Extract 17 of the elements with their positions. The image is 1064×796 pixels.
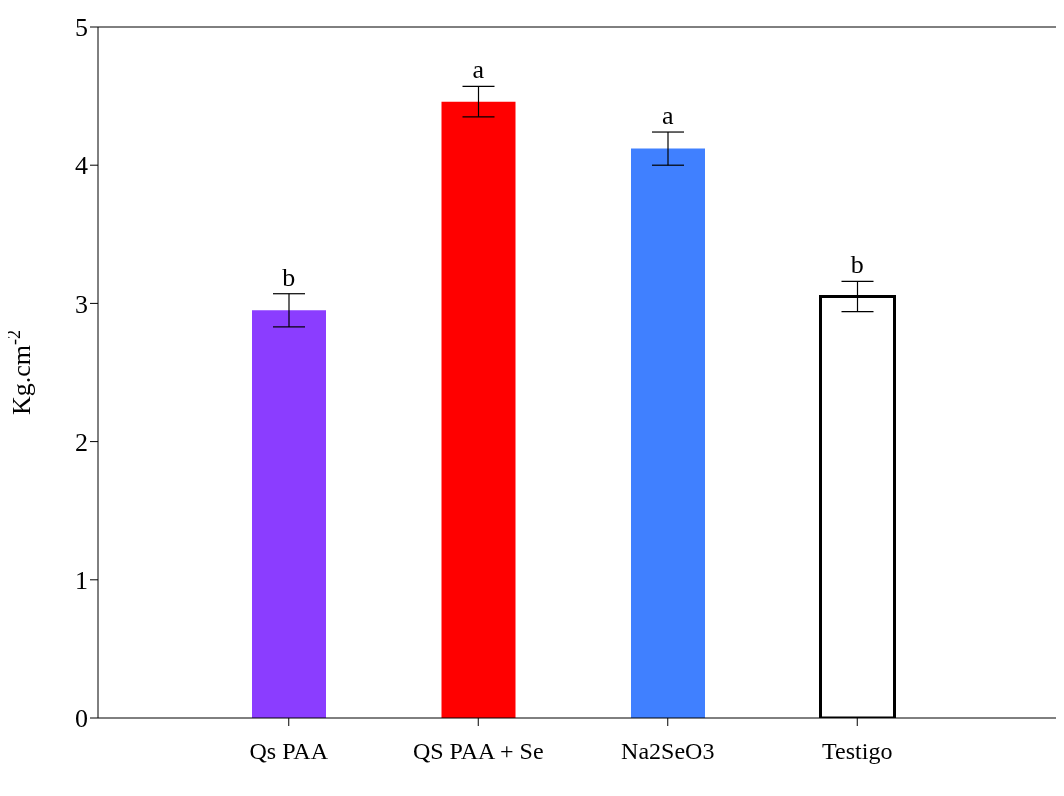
annotation: a — [661, 101, 674, 131]
x-tick-label: Testigo — [822, 738, 893, 765]
bar — [441, 101, 516, 718]
y-tick-label: 2 — [75, 427, 88, 457]
annotation: b — [282, 262, 296, 292]
x-tick-label: Na2SeO3 — [621, 738, 715, 765]
y-tick-label: 0 — [75, 704, 88, 734]
y-tick-label: 1 — [75, 566, 88, 596]
annotation: b — [850, 250, 864, 280]
y-tick-label: 5 — [75, 13, 88, 43]
y-tick-label: 3 — [75, 289, 88, 319]
x-tick-label: QS PAA + Se — [412, 738, 544, 765]
annotation: a — [472, 55, 485, 85]
bar — [252, 310, 326, 718]
x-tick-label: Qs PAA — [249, 738, 329, 765]
y-tick-label: 4 — [75, 151, 88, 181]
bar — [631, 148, 705, 718]
